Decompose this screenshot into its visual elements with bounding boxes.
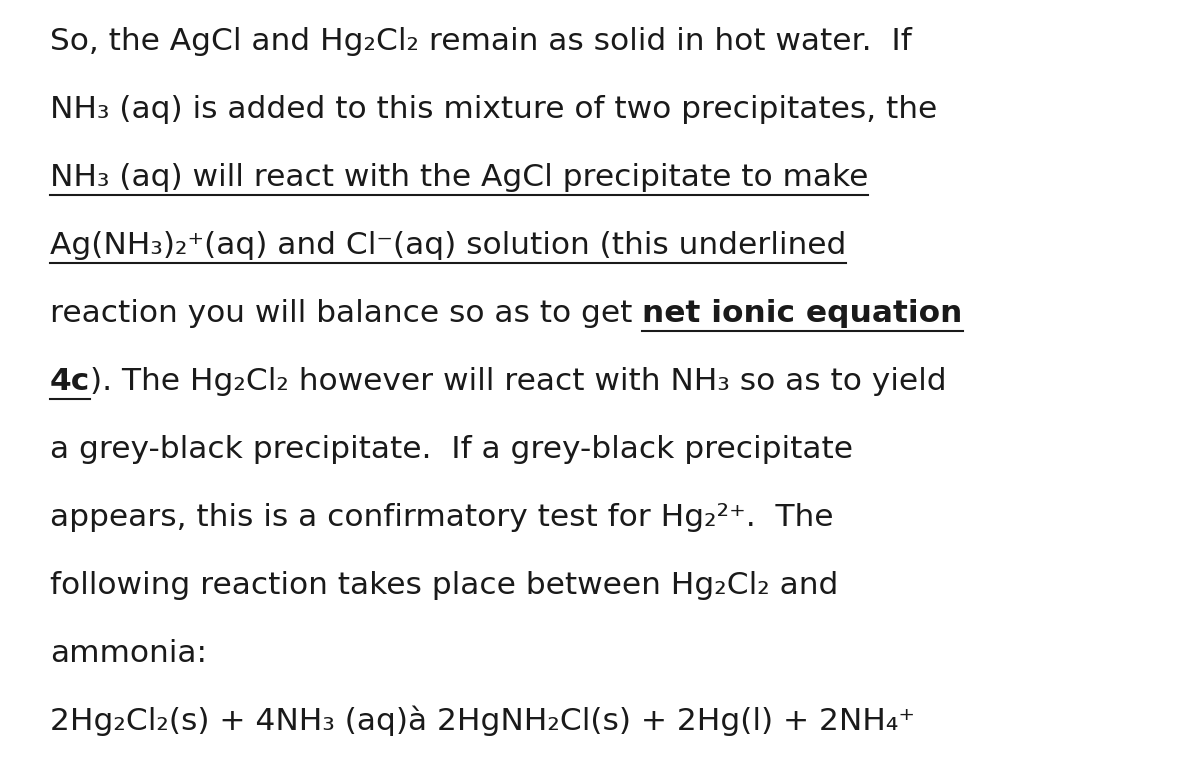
Text: So, the AgCl and Hg₂Cl₂ remain as solid in hot water.  If: So, the AgCl and Hg₂Cl₂ remain as solid …: [50, 27, 912, 56]
Text: appears, this is a confirmatory test for Hg₂²⁺.  The: appears, this is a confirmatory test for…: [50, 503, 834, 532]
Text: 2Hg₂Cl₂(s) + 4NH₃ (aq)à 2HgNH₂Cl(s) + 2Hg(l) + 2NH₄⁺: 2Hg₂Cl₂(s) + 4NH₃ (aq)à 2HgNH₂Cl(s) + 2H…: [50, 706, 916, 736]
Text: a grey-black precipitate.  If a grey-black precipitate: a grey-black precipitate. If a grey-blac…: [50, 435, 853, 464]
Text: Ag(NH₃)₂⁺(aq) and Cl⁻(aq) solution (this underlined: Ag(NH₃)₂⁺(aq) and Cl⁻(aq) solution (this…: [50, 231, 846, 260]
Text: ammonia:: ammonia:: [50, 639, 208, 668]
Text: ). The Hg₂Cl₂ however will react with NH₃ so as to yield: ). The Hg₂Cl₂ however will react with NH…: [90, 367, 947, 396]
Text: NH₃ (aq) will react with the AgCl precipitate to make: NH₃ (aq) will react with the AgCl precip…: [50, 163, 869, 192]
Text: 4c: 4c: [50, 367, 90, 396]
Text: reaction you will balance so as to get: reaction you will balance so as to get: [50, 299, 642, 328]
Text: net ionic equation: net ionic equation: [642, 299, 962, 328]
Text: following reaction takes place between Hg₂Cl₂ and: following reaction takes place between H…: [50, 571, 839, 600]
Text: NH₃ (aq) is added to this mixture of two precipitates, the: NH₃ (aq) is added to this mixture of two…: [50, 95, 937, 124]
